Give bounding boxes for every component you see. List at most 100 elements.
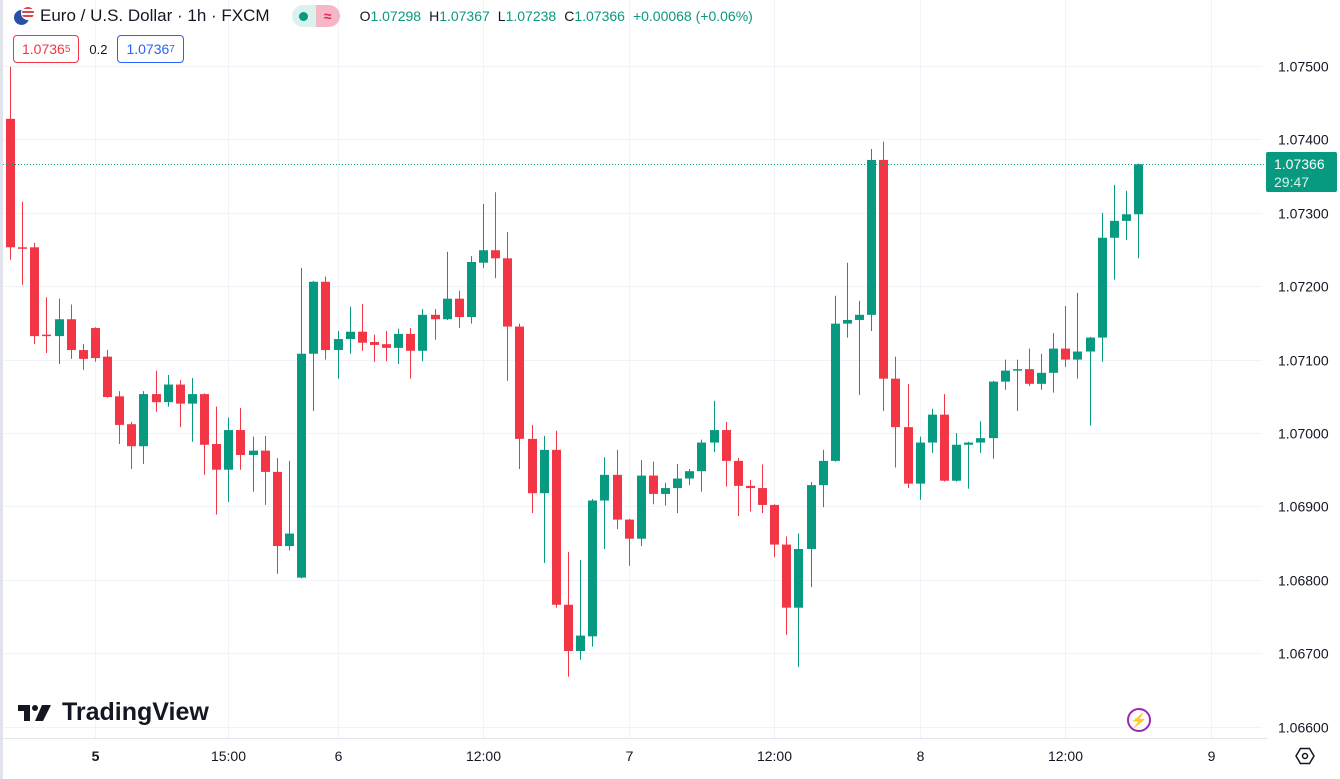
candle-down[interactable]	[891, 356, 900, 468]
candle-down[interactable]	[758, 464, 767, 514]
candle-up[interactable]	[285, 460, 294, 551]
candle-up[interactable]	[831, 295, 840, 462]
candle-up[interactable]	[1013, 359, 1022, 411]
candle-down[interactable]	[1061, 306, 1070, 367]
candle-down[interactable]	[176, 380, 185, 428]
candle-down[interactable]	[30, 242, 39, 345]
candle-up[interactable]	[346, 306, 355, 354]
candle-up[interactable]	[394, 328, 403, 365]
sell-button[interactable]: 1.0736 5	[13, 35, 80, 63]
candle-up[interactable]	[843, 262, 852, 338]
candle-up[interactable]	[928, 408, 937, 453]
candle-up[interactable]	[867, 148, 876, 331]
candle-up[interactable]	[1122, 190, 1131, 240]
candle-down[interactable]	[91, 327, 100, 362]
candle-down[interactable]	[42, 297, 51, 353]
candle-down[interactable]	[940, 394, 949, 482]
candle-up[interactable]	[55, 298, 64, 365]
market-open-icon[interactable]	[291, 5, 316, 27]
candle-down[interactable]	[1025, 348, 1034, 387]
candle-down[interactable]	[564, 551, 573, 677]
candle-down[interactable]	[152, 370, 161, 412]
candle-up[interactable]	[952, 433, 961, 482]
candle-up[interactable]	[139, 391, 148, 464]
candle-up[interactable]	[661, 482, 670, 506]
candle-down[interactable]	[236, 408, 245, 470]
candle-up[interactable]	[467, 256, 476, 324]
candle-down[interactable]	[904, 383, 913, 489]
candle-down[interactable]	[782, 536, 791, 635]
candle-down[interactable]	[625, 518, 634, 566]
candle-up[interactable]	[807, 482, 816, 588]
candle-down[interactable]	[879, 141, 888, 411]
candle-down[interactable]	[358, 303, 367, 351]
candle-up[interactable]	[819, 449, 828, 508]
candle-up[interactable]	[1086, 336, 1095, 426]
candle-down[interactable]	[515, 323, 524, 469]
candle-down[interactable]	[261, 435, 270, 505]
candle-down[interactable]	[273, 457, 282, 574]
candle-up[interactable]	[1073, 292, 1082, 379]
symbol-title[interactable]: Euro / U.S. Dollar · 1h · FXCM	[40, 6, 270, 25]
news-icon[interactable]: ≈	[315, 5, 340, 27]
candle-up[interactable]	[855, 300, 864, 395]
candle-up[interactable]	[710, 400, 719, 453]
candle-up[interactable]	[164, 375, 173, 407]
candle-up[interactable]	[964, 441, 973, 489]
candle-up[interactable]	[443, 251, 452, 320]
candle-down[interactable]	[67, 304, 76, 359]
candle-down[interactable]	[212, 406, 221, 515]
candle-up[interactable]	[479, 203, 488, 268]
candle-up[interactable]	[576, 559, 585, 660]
candle-down[interactable]	[79, 344, 88, 370]
candle-up[interactable]	[685, 468, 694, 486]
candle-up[interactable]	[418, 308, 427, 362]
buy-button[interactable]: 1.0736 7	[117, 35, 184, 63]
candle-down[interactable]	[770, 504, 779, 558]
candle-down[interactable]	[649, 461, 658, 505]
candle-down[interactable]	[528, 424, 537, 514]
candle-up[interactable]	[309, 281, 318, 411]
chart-settings-icon[interactable]	[1295, 746, 1315, 766]
candle-down[interactable]	[455, 290, 464, 329]
candle-down[interactable]	[734, 457, 743, 516]
candle-up[interactable]	[1110, 184, 1119, 280]
candle-up[interactable]	[1037, 353, 1046, 390]
candle-down[interactable]	[613, 449, 622, 530]
candle-up[interactable]	[794, 533, 803, 668]
market-status-pill[interactable]: ≈	[291, 5, 340, 27]
candle-down[interactable]	[6, 66, 15, 260]
candle-up[interactable]	[697, 439, 706, 492]
candle-up[interactable]	[673, 463, 682, 514]
candle-down[interactable]	[431, 308, 440, 340]
candle-up[interactable]	[188, 377, 197, 442]
tradingview-logo[interactable]: TradingView	[18, 698, 209, 727]
candle-up[interactable]	[334, 330, 343, 379]
candle-up[interactable]	[540, 435, 549, 563]
candle-up[interactable]	[1049, 333, 1058, 393]
candle-down[interactable]	[321, 276, 330, 360]
candle-down[interactable]	[491, 192, 500, 279]
candle-down[interactable]	[18, 201, 27, 285]
candle-down[interactable]	[406, 328, 415, 379]
candle-up[interactable]	[600, 457, 609, 549]
candle-up[interactable]	[588, 499, 597, 647]
candle-down[interactable]	[382, 330, 391, 362]
candle-up[interactable]	[1001, 359, 1010, 390]
candle-up[interactable]	[249, 436, 258, 492]
candle-down[interactable]	[115, 391, 124, 445]
candle-up[interactable]	[637, 460, 646, 547]
candle-down[interactable]	[370, 334, 379, 362]
candle-up[interactable]	[989, 380, 998, 459]
candle-up[interactable]	[224, 417, 233, 502]
candle-down[interactable]	[746, 479, 755, 512]
candle-down[interactable]	[103, 350, 112, 398]
candle-down[interactable]	[722, 421, 731, 487]
candle-up[interactable]	[976, 421, 985, 453]
candle-down[interactable]	[200, 393, 209, 475]
candle-down[interactable]	[127, 421, 136, 469]
lightning-icon[interactable]: ⚡	[1127, 708, 1151, 732]
candle-down[interactable]	[552, 430, 561, 608]
candle-up[interactable]	[1134, 163, 1143, 259]
